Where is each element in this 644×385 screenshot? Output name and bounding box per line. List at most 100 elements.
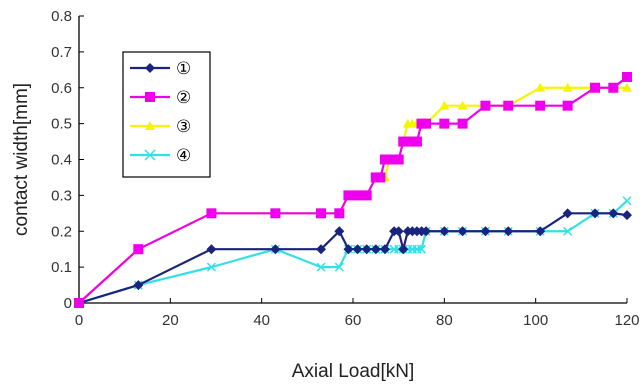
x-tick-label: 0 <box>75 312 83 329</box>
data-point <box>563 226 573 236</box>
plot-area: 0 20 40 60 80 100 120 0 0.1 0.2 0.3 0.4 0.5 0.6 0.7 0.8 <box>51 8 639 329</box>
data-point <box>457 118 468 129</box>
data-point <box>133 244 144 255</box>
data-point <box>343 244 354 255</box>
legend-item: ② <box>130 88 191 108</box>
data-point <box>74 298 84 308</box>
legend-label: ③ <box>176 117 191 137</box>
data-point <box>316 244 327 255</box>
data-point-stroke <box>334 262 344 272</box>
data-point <box>334 208 345 219</box>
series-2 <box>74 71 632 308</box>
data-point <box>622 71 632 82</box>
y-tick-label: 0.2 <box>51 223 72 240</box>
data-point <box>393 154 404 165</box>
legend: ① ② ③ ④ <box>122 51 211 178</box>
data-point <box>270 244 281 255</box>
data-point <box>480 226 491 237</box>
y-tick-label: 0.3 <box>51 187 72 204</box>
data-point-stroke <box>563 226 573 236</box>
y-tick-label: 0.8 <box>51 8 72 25</box>
data-point <box>206 208 217 219</box>
data-point <box>133 280 144 291</box>
data-point <box>562 100 573 111</box>
data-point <box>480 100 491 111</box>
data-point <box>535 100 546 111</box>
y-tick-label: 0.1 <box>51 259 72 276</box>
series-1 <box>74 208 632 308</box>
data-point-stroke <box>416 244 427 254</box>
data-point <box>375 172 386 183</box>
data-point <box>590 208 601 219</box>
data-point <box>361 190 372 201</box>
data-point <box>457 100 468 110</box>
x-tick-label: 40 <box>253 312 270 329</box>
data-point <box>439 100 450 110</box>
data-point <box>622 82 632 92</box>
x-axis-title: Axial Load[kN] <box>292 361 415 382</box>
x-tick-label: 100 <box>523 312 548 329</box>
data-point <box>439 226 450 237</box>
data-point-stroke <box>316 262 326 272</box>
data-point <box>316 208 327 219</box>
data-point <box>145 121 155 130</box>
data-point <box>206 262 216 272</box>
legend-label: ② <box>176 88 191 108</box>
data-point <box>145 63 155 73</box>
legend-item: ④ <box>130 146 191 166</box>
data-point <box>411 136 422 147</box>
data-point <box>421 118 432 129</box>
data-point <box>352 244 363 255</box>
data-point <box>352 190 363 201</box>
data-point <box>622 196 632 206</box>
data-point <box>393 226 404 237</box>
data-point <box>562 208 573 219</box>
data-point <box>206 244 217 255</box>
data-point <box>457 226 468 237</box>
y-tick-label: 0 <box>64 295 72 312</box>
data-point <box>361 244 372 255</box>
series-4 <box>74 196 632 308</box>
legend-label: ① <box>176 59 191 79</box>
x-tick-label: 20 <box>162 312 179 329</box>
series-line <box>78 199 628 305</box>
y-tick-label: 0.6 <box>51 80 72 97</box>
legend-item: ③ <box>130 117 191 137</box>
x-tick-label: 80 <box>436 312 453 329</box>
y-tick-label: 0.7 <box>51 44 72 61</box>
x-tick-label: 60 <box>345 312 362 329</box>
data-point <box>316 262 326 272</box>
data-point <box>343 190 354 201</box>
data-point <box>416 244 427 254</box>
data-point <box>421 226 432 237</box>
data-point <box>398 244 409 255</box>
data-point <box>562 82 573 92</box>
data-point <box>379 244 390 255</box>
data-point <box>608 82 619 93</box>
data-point <box>590 82 601 93</box>
data-point-stroke <box>144 149 156 161</box>
data-point <box>608 208 619 219</box>
x-tick-label: 120 <box>614 312 639 329</box>
y-axis-title: contact width[mm] <box>11 83 32 236</box>
legend-box <box>122 51 211 178</box>
data-point <box>503 226 514 237</box>
data-point <box>503 100 514 111</box>
y-tick-label: 0.4 <box>51 152 72 169</box>
data-point <box>144 149 156 161</box>
data-point <box>535 226 546 237</box>
y-tick-label: 0.5 <box>51 116 72 133</box>
data-point <box>535 82 546 92</box>
legend-item: ① <box>130 59 191 79</box>
data-point-stroke <box>206 262 216 272</box>
data-point-stroke <box>622 196 632 206</box>
data-point <box>334 226 345 237</box>
data-point <box>439 118 450 129</box>
legend-label: ④ <box>176 146 191 166</box>
series-line <box>78 212 628 305</box>
data-point <box>145 92 155 102</box>
series-layer <box>74 71 632 308</box>
axis-ticks: 0 20 40 60 80 100 120 0 0.1 0.2 0.3 0.4 0.5 0.6 0.7 0.8 <box>51 8 639 329</box>
data-point <box>622 210 632 221</box>
